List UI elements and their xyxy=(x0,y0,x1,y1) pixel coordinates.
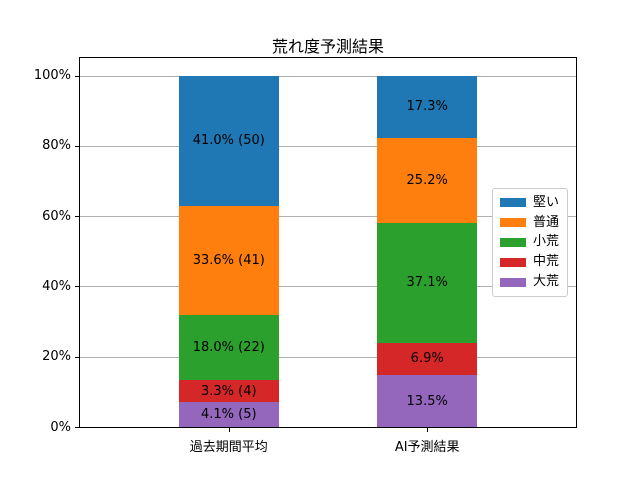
legend-item: 普通 xyxy=(500,214,560,230)
x-tick-label: AI予測結果 xyxy=(394,440,460,455)
legend-item: 堅い xyxy=(500,194,560,210)
chart-title: 荒れ度予測結果 xyxy=(271,37,384,56)
legend-swatch-中荒 xyxy=(500,257,526,267)
legend-swatch-堅い xyxy=(500,198,526,208)
bar-segment-label: 17.3% xyxy=(406,99,448,115)
gridline xyxy=(80,145,576,147)
bar-segment-label: 37.1% xyxy=(406,275,448,291)
legend-swatch-普通 xyxy=(500,218,526,228)
bar-segment-小荒: 37.1% xyxy=(377,223,478,343)
bar-segment-普通: 25.2% xyxy=(377,138,478,224)
y-tick xyxy=(75,216,79,218)
bar: 41.0% (50) 33.6% (41) 18.0% (22) 3.3% (4) 4.… xyxy=(178,75,279,428)
legend-item: 大荒 xyxy=(500,275,560,289)
bar-segment-堅い: 41.0% (50) xyxy=(178,75,279,207)
legend-label: 大荒 xyxy=(533,274,560,290)
y-tick-label: 20% xyxy=(42,349,71,365)
bar-segment-大荒: 4.1% (5) xyxy=(178,402,279,428)
gridline xyxy=(80,286,576,288)
legend-swatch-大荒 xyxy=(500,277,526,287)
bar-segment-中荒: 3.3% (4) xyxy=(178,379,279,403)
bar-segment-label: 3.3% (4) xyxy=(201,383,257,399)
legend-label: 堅い xyxy=(533,194,560,210)
bar-segment-label: 6.9% xyxy=(410,351,444,367)
bar-segment-大荒: 13.5% xyxy=(377,375,478,427)
bar-segment-label: 4.1% (5) xyxy=(201,407,257,423)
y-tick-label: 80% xyxy=(42,138,71,154)
bar-segment-label: 41.0% (50) xyxy=(192,133,265,149)
bar-segment-label: 18.0% (22) xyxy=(192,340,265,356)
x-tick xyxy=(228,428,230,432)
legend: 堅い普通小荒中荒大荒 xyxy=(492,188,568,297)
legend-label: 中荒 xyxy=(533,254,560,270)
y-tick-label: 60% xyxy=(42,208,71,224)
y-tick-label: 40% xyxy=(42,278,71,294)
bar-segment-label: 13.5% xyxy=(406,393,448,409)
bar-segment-堅い: 17.3% xyxy=(377,75,478,139)
gridline xyxy=(80,75,576,77)
y-tick-label: 100% xyxy=(33,68,71,84)
legend-label: 普通 xyxy=(533,214,560,230)
y-tick xyxy=(75,145,79,147)
gridline xyxy=(80,216,576,218)
x-tick xyxy=(427,428,429,432)
y-tick xyxy=(75,75,79,77)
bar-segment-普通: 33.6% (41) xyxy=(178,206,279,316)
legend-swatch-小荒 xyxy=(500,237,526,247)
y-tick-label: 0% xyxy=(50,419,71,435)
y-tick xyxy=(75,356,79,358)
bar-segment-小荒: 18.0% (22) xyxy=(178,315,279,380)
gridline xyxy=(80,356,576,358)
bar-segment-中荒: 6.9% xyxy=(377,342,478,376)
bar-segment-label: 33.6% (41) xyxy=(192,253,265,269)
legend-item: 小荒 xyxy=(500,235,560,249)
legend-item: 中荒 xyxy=(500,255,560,269)
y-tick xyxy=(75,427,79,428)
legend-label: 小荒 xyxy=(533,234,560,250)
bar-segment-label: 25.2% xyxy=(406,173,448,189)
bar: 17.3% 25.2% 37.1% 6.9% 13.5% xyxy=(377,75,478,427)
x-tick-label: 過去期間平均 xyxy=(189,440,268,455)
y-tick xyxy=(75,286,79,288)
